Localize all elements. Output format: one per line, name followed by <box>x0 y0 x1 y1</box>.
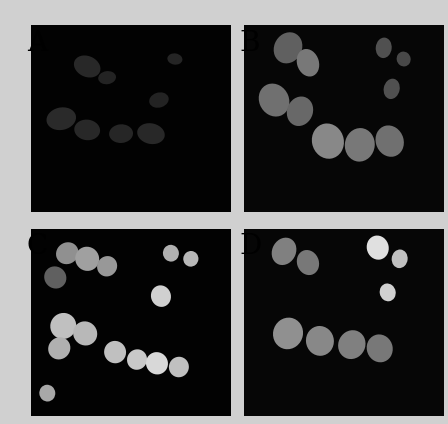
Ellipse shape <box>47 107 76 130</box>
Ellipse shape <box>338 330 366 359</box>
Ellipse shape <box>104 341 126 363</box>
Ellipse shape <box>48 337 70 360</box>
Ellipse shape <box>376 38 392 58</box>
Ellipse shape <box>50 313 76 339</box>
Ellipse shape <box>312 123 344 159</box>
Ellipse shape <box>97 256 117 276</box>
Ellipse shape <box>75 247 99 271</box>
Ellipse shape <box>74 120 100 140</box>
Ellipse shape <box>367 335 393 362</box>
Ellipse shape <box>287 97 313 126</box>
Ellipse shape <box>168 53 182 65</box>
Ellipse shape <box>274 32 302 63</box>
Ellipse shape <box>73 321 97 346</box>
Ellipse shape <box>98 71 116 84</box>
Text: A: A <box>27 30 47 57</box>
Ellipse shape <box>39 385 55 402</box>
Ellipse shape <box>44 266 66 289</box>
Ellipse shape <box>259 84 289 117</box>
Ellipse shape <box>146 352 168 374</box>
Ellipse shape <box>375 126 404 157</box>
Ellipse shape <box>127 349 147 370</box>
Ellipse shape <box>183 251 198 267</box>
Text: B: B <box>240 30 260 57</box>
Ellipse shape <box>345 128 375 162</box>
Ellipse shape <box>169 357 189 377</box>
Ellipse shape <box>273 318 303 349</box>
Ellipse shape <box>297 250 319 275</box>
Ellipse shape <box>392 249 408 268</box>
Ellipse shape <box>151 285 171 307</box>
Ellipse shape <box>109 124 133 143</box>
Ellipse shape <box>396 52 411 67</box>
Ellipse shape <box>56 242 78 264</box>
Ellipse shape <box>383 79 400 99</box>
Ellipse shape <box>74 56 100 78</box>
Ellipse shape <box>137 123 165 144</box>
Ellipse shape <box>271 238 297 265</box>
Text: C: C <box>27 233 48 260</box>
Text: D: D <box>240 233 262 260</box>
Ellipse shape <box>163 245 179 262</box>
Ellipse shape <box>367 236 389 259</box>
Ellipse shape <box>149 92 169 108</box>
Ellipse shape <box>297 49 319 76</box>
Ellipse shape <box>379 284 396 301</box>
Ellipse shape <box>306 326 334 356</box>
